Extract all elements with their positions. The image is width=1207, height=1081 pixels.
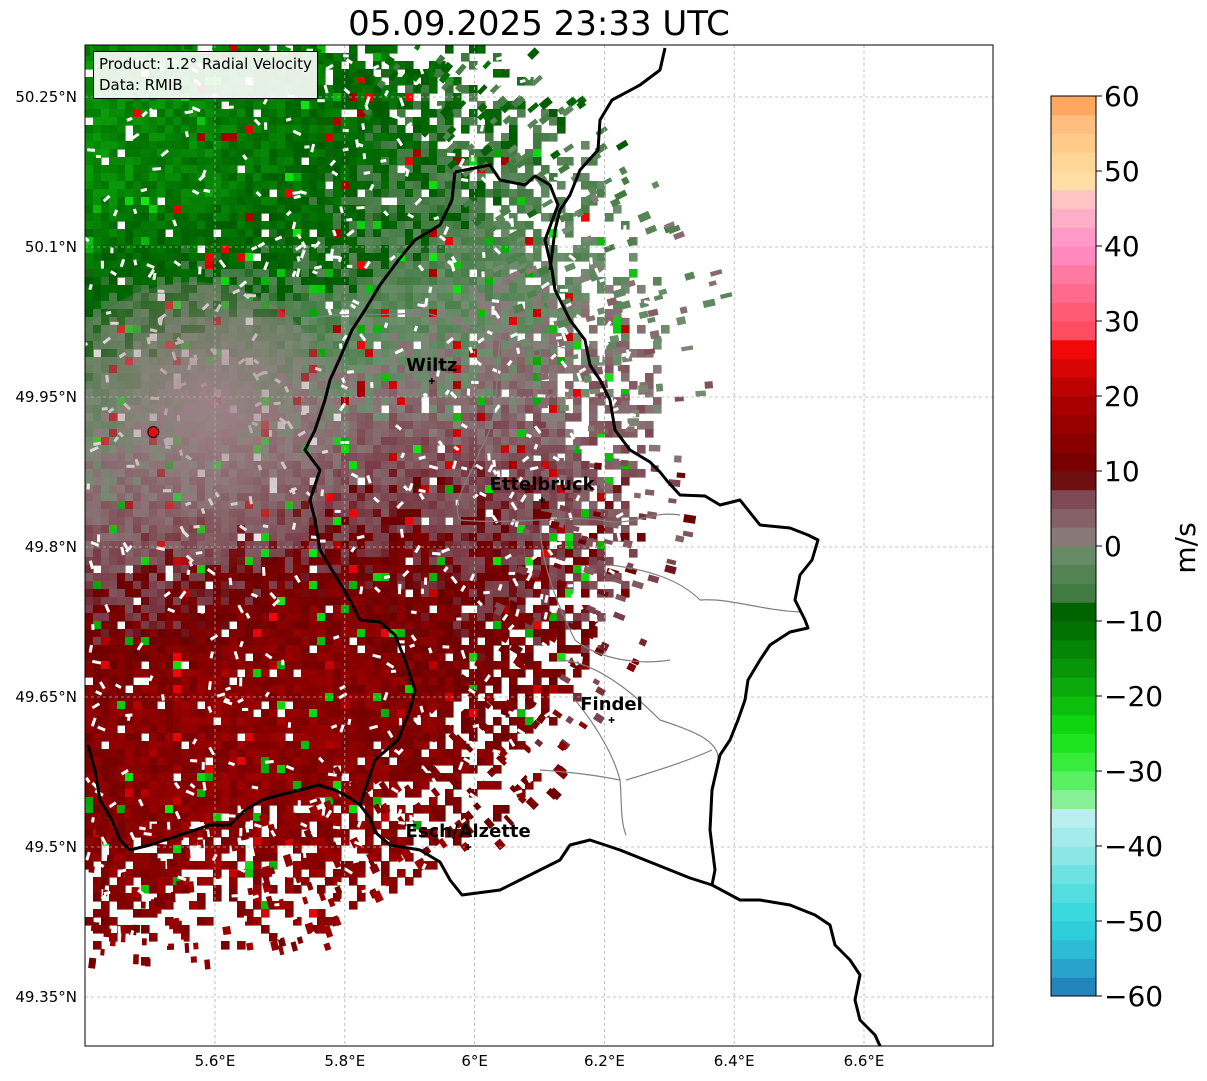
y-tick-label: 49.95°N [15,388,77,406]
radar-site-marker [147,426,160,438]
city-label: Findel [580,694,643,715]
y-tick-label: 49.65°N [15,688,77,706]
x-tick-label: 6.6°E [844,1052,885,1070]
x-tick-label: 5.8°E [324,1052,365,1070]
canton-borders [304,311,801,836]
grid-lines [85,45,993,1046]
axis-ticks: 5.6°E 5.8°E 6°E 6.2°E 6.4°E 6.6°E 50.25°N 50.1°… [15,88,884,1070]
data-source-label: Data: RMIB [99,76,183,94]
x-tick-label: 6°E [461,1052,488,1070]
y-tick-label: 50.1°N [25,238,77,256]
city-label: Wiltz [406,355,457,376]
southern-border [711,883,882,1046]
city-marker [465,844,472,850]
x-tick-label: 6.2°E [584,1052,625,1070]
luxembourg-border [86,163,820,897]
y-tick-label: 49.35°N [15,988,77,1006]
city-marker [428,378,435,384]
y-tick-label: 49.5°N [25,838,77,856]
chart-title: 05.09.2025 23:33 UTC [348,4,730,44]
y-tick-label: 50.25°N [15,88,77,106]
city-label: Esch/Alzette [405,821,530,842]
western-border [303,171,457,806]
product-label: Product: 1.2° Radial Velocity [99,55,312,73]
city-marker [539,497,546,503]
velocity-echo-layer [85,45,733,970]
product-info-box: Product: 1.2° Radial Velocity Data: RMIB [93,51,318,99]
x-tick-label: 5.6°E [195,1052,236,1070]
city-label: Ettelbruck [490,474,596,495]
eastern-border [548,47,667,271]
city-marker [608,717,615,723]
map-frame [84,44,994,1047]
y-tick-label: 49.8°N [25,538,77,556]
x-tick-label: 6.4°E [714,1052,755,1070]
national-borders [86,47,882,1046]
